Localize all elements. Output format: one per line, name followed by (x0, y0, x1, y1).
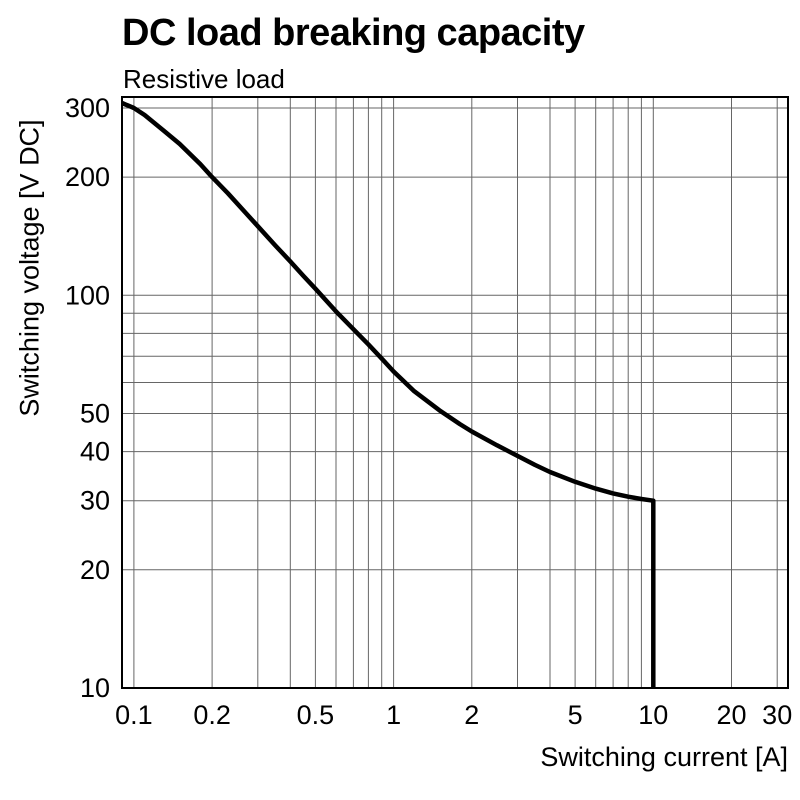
chart-subtitle: Resistive load (123, 64, 285, 94)
y-tick-label: 10 (80, 673, 110, 703)
y-tick-label: 30 (80, 486, 110, 516)
x-tick-label: 0.5 (297, 700, 335, 730)
x-tick-label: 10 (638, 700, 668, 730)
x-tick-label: 2 (464, 700, 479, 730)
y-tick-label: 300 (65, 93, 110, 123)
breaking-capacity-curve (121, 100, 656, 688)
y-tick-label: 200 (65, 162, 110, 192)
x-tick-label: 1 (386, 700, 401, 730)
plot-border (121, 96, 789, 689)
x-tick-label: 0.2 (193, 700, 231, 730)
chart-title: DC load breaking capacity (122, 12, 585, 54)
y-tick-label: 100 (65, 280, 110, 310)
x-tick-label: 5 (568, 700, 583, 730)
y-tick-label: 50 (80, 399, 110, 429)
x-tick-label: 30 (762, 700, 792, 730)
x-tick-label: 20 (716, 700, 746, 730)
y-tick-label: 40 (80, 437, 110, 467)
x-axis-label: Switching current [A] (540, 742, 788, 772)
y-tick-label: 20 (80, 555, 110, 585)
x-tick-label: 0.1 (115, 700, 153, 730)
